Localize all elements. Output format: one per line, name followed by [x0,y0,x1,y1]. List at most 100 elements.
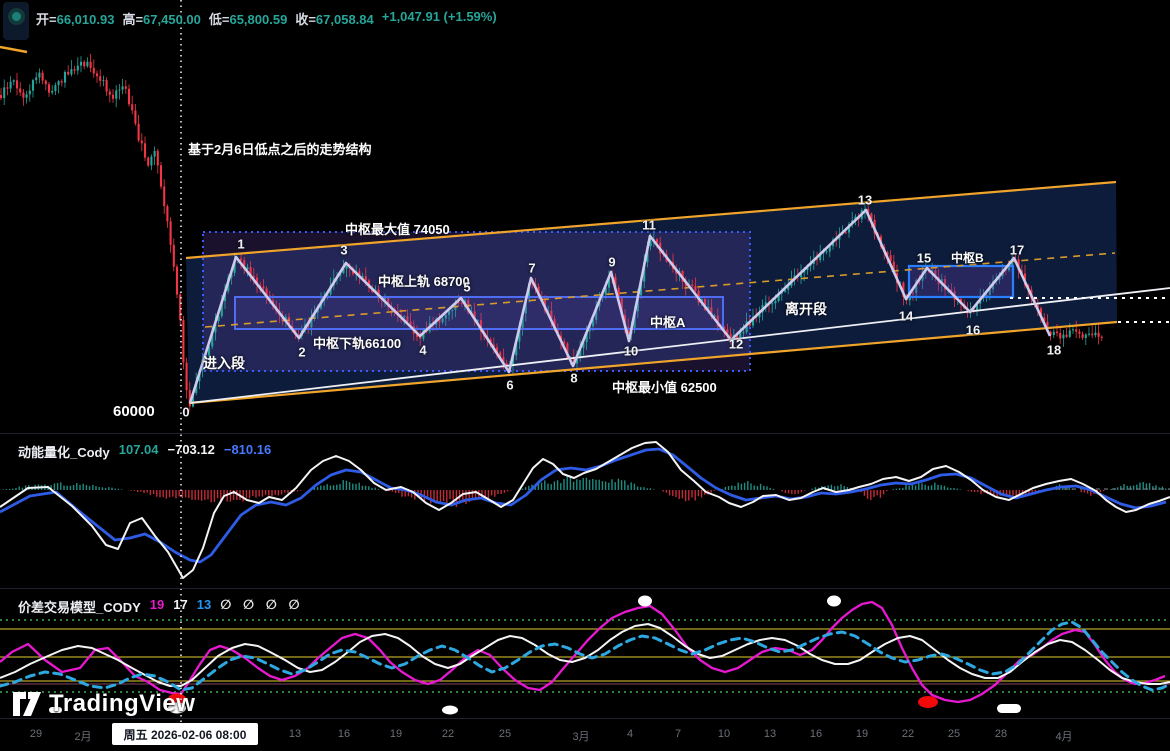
pivot-min-label: 中枢最小值 62500 [612,380,717,395]
momentum-fast-line [0,441,1170,579]
spread-fast-value: 19 [149,597,165,612]
spread-blue-dashed-line [0,620,1170,692]
axis-label-0[interactable]: 29 [29,728,43,740]
zigzag-point-14: 14 [898,308,914,324]
zigzag-point-12: 12 [728,336,744,352]
pivot-range-box [202,231,751,372]
entry-segment-label: 进入段 [203,355,245,371]
zigzag-point-6: 6 [506,377,514,393]
tradingview-brand-text: TradingView [49,690,196,717]
tooltip-date-text: 周五 2026-02-06 08:00 [123,727,247,742]
axis-label-5[interactable]: 22 [441,728,455,740]
close-label: 收= [295,12,316,27]
zigzag-point-1: 1 [237,236,245,252]
zigzag-point-4: 4 [419,342,427,358]
signal-dot-white-1[interactable] [638,595,652,607]
spread-slow-value: 13 [196,597,212,612]
ohlc-legend[interactable]: 开=66,010.93 高=67,450.00 低=65,800.59 收=67… [36,9,497,28]
channel-mid-dashed-line [204,252,1116,328]
close-value: 67,058.84 [315,12,374,27]
zhongshu-a-label: 中枢A [650,315,686,330]
structure-title: 基于2月6日低点之后的走势结构 [188,142,372,157]
pivot-max-label: 中枢最大值 74050 [345,222,450,237]
pivot-upper-label: 中枢上轨 68700 [378,274,470,289]
momentum-fast-value: −703.12 [167,442,215,457]
price-60000-label: 60000 [113,403,155,420]
status-dot-icon [11,12,21,21]
low-label: 低= [208,12,230,27]
panel-separator-2[interactable] [0,588,1170,589]
axis-label-8[interactable]: 4 [626,728,634,740]
zigzag-point-13: 13 [857,192,873,208]
zigzag-point-8: 8 [570,370,578,386]
open-label: 开= [36,12,57,27]
small-white-marker[interactable] [49,707,62,713]
axis-label-12[interactable]: 16 [809,728,823,740]
zigzag-point-11: 11 [642,217,656,233]
axis-label-13[interactable]: 19 [855,728,869,740]
spread-mid-value: 17 [173,597,188,612]
zigzag-point-7: 7 [528,260,536,276]
spread-white-line [0,623,1170,687]
axis-label-17[interactable]: 4月 [1055,731,1073,743]
signal-dot-white-2[interactable] [827,595,841,607]
axis-label-9[interactable]: 7 [674,728,682,740]
zigzag-point-17: 17 [1009,242,1025,258]
momentum-title: 动能量化_Cody [18,445,110,460]
spread-indicator-legend[interactable]: 价差交易模型_CODY 19 17 13 ∅ ∅ ∅ ∅ [18,597,304,616]
spread-title: 价差交易模型_CODY [18,600,141,615]
symbol-status-icon[interactable] [3,2,29,40]
high-value: 67,450.00 [143,12,201,27]
zigzag-structure-line [188,208,1052,404]
zigzag-point-3: 3 [340,242,348,258]
channel-fill [186,182,1117,403]
low-value: 65,800.59 [229,12,288,27]
zigzag-point-0: 0 [182,404,190,420]
crosshair-marker-red[interactable] [168,693,186,705]
left-edge-trend-stub [0,45,28,54]
axis-label-6[interactable]: 25 [498,728,512,740]
axis-label-2[interactable]: 13 [288,728,302,740]
spread-empty-values: ∅ ∅ ∅ ∅ [220,597,304,612]
signal-oval-white-3[interactable] [442,705,458,715]
axis-label-4[interactable]: 19 [389,728,403,740]
momentum-indicator-legend[interactable]: 动能量化_Cody 107.04 −703.12 −810.16 [18,442,271,461]
momentum-slow-line [0,447,1167,564]
high-label: 高= [122,12,144,27]
zigzag-point-16: 16 [965,322,981,338]
axis-label-7[interactable]: 3月 [572,731,590,743]
crosshair-date-tooltip: 周五 2026-02-06 08:00 [112,723,258,745]
axis-label-1[interactable]: 2月 [74,731,92,743]
tradingview-logo-icon [13,692,41,716]
momentum-histogram [2,475,1170,507]
axis-label-15[interactable]: 25 [947,728,961,740]
axis-label-14[interactable]: 22 [901,728,915,740]
momentum-hist-value: 107.04 [118,442,159,457]
axis-label-10[interactable]: 10 [717,728,731,740]
open-value: 66,010.93 [56,12,115,27]
zhongshu-b-label: 中枢B [951,251,984,265]
tradingview-watermark[interactable]: TradingView [12,690,195,718]
panel-separator-1[interactable] [0,433,1170,434]
zigzag-point-5: 5 [463,279,471,295]
axis-label-11[interactable]: 13 [763,728,777,740]
signal-oval-red[interactable] [918,696,938,708]
change-value: +1,047.91 (+1.59%) [381,9,497,24]
pivot-lower-label: 中枢下轨66100 [313,336,402,351]
status-ring-icon [7,8,25,25]
panel-separator-3[interactable] [0,718,1170,719]
zigzag-point-15: 15 [916,250,932,266]
zigzag-point-2: 2 [298,344,306,360]
zigzag-point-18: 18 [1046,342,1062,358]
axis-label-16[interactable]: 28 [994,728,1008,740]
channel-upper-line [185,180,1117,260]
axis-label-3[interactable]: 16 [337,728,351,740]
spread-magenta-line [0,600,1166,704]
momentum-slow-value: −810.16 [223,442,272,457]
channel-lower-line [188,320,1118,405]
zigzag-point-9: 9 [608,254,616,270]
support-trendline [189,287,1170,404]
signal-pill-white[interactable] [997,704,1021,713]
